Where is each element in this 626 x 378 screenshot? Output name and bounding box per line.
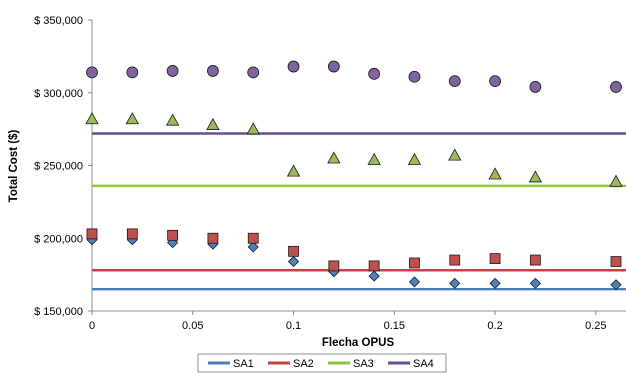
sa3-point [448, 148, 462, 161]
sa4-point [408, 70, 421, 83]
sa3-point [327, 151, 341, 164]
y-tick-label: $ 150,000 [34, 306, 83, 318]
y-tick-label: $ 200,000 [34, 233, 83, 245]
x-tick-label: 0.05 [182, 320, 203, 332]
reference-lines [92, 132, 626, 291]
sa2-point [328, 260, 340, 272]
sa4-point [166, 65, 179, 77]
sa2-point [449, 254, 461, 266]
sa1-point [247, 241, 259, 253]
tick-labels: $ 150,000 $ 200,000 $ 250,000 $ 300,000 $ 35… [34, 15, 606, 332]
sa4-point [610, 81, 622, 93]
sa3-point [367, 152, 381, 165]
sa2-point [247, 232, 259, 244]
sa1-point [529, 277, 541, 289]
sa4-point [126, 66, 139, 79]
legend: SA1 SA2 SA3 SA4 [197, 353, 447, 373]
sa3-point [125, 112, 139, 125]
sa4-point [529, 81, 542, 93]
x-tick-label: 0.1 [286, 320, 301, 332]
sa2-point [610, 256, 622, 267]
sa4-point [247, 66, 260, 79]
sa2-point [489, 253, 501, 265]
sa3-point [85, 112, 99, 125]
x-tick-label: 0.2 [487, 320, 502, 332]
legend-label-sa4: SA4 [413, 358, 434, 370]
x-axis-title: Flecha OPUS [322, 337, 395, 349]
legend-label-sa3: SA3 [353, 358, 374, 370]
sa2-point [409, 257, 420, 269]
sa2-point [86, 228, 98, 240]
sa4-point [448, 75, 461, 88]
x-tick-label: 0.15 [384, 320, 405, 332]
y-tick-label: $ 250,000 [34, 161, 83, 173]
sa2-point [288, 245, 299, 257]
legend-label-sa2: SA2 [293, 358, 314, 370]
sa1-point [610, 279, 622, 291]
sa1-point [449, 277, 461, 289]
legend-box [197, 353, 447, 373]
sa3-point [165, 113, 180, 126]
data-points [85, 60, 623, 291]
sa2-point [529, 254, 541, 266]
sa3-point [528, 170, 543, 183]
series-sa2 [86, 228, 622, 272]
series-sa1 [86, 234, 622, 291]
sa2-point [126, 228, 138, 240]
sa4-point [287, 60, 300, 73]
sa3-point [407, 152, 422, 165]
y-axis-title: Total Cost ($) [8, 130, 20, 203]
series-sa3 [85, 112, 623, 187]
sa2-point [368, 260, 380, 272]
x-tick-label: 0 [89, 320, 95, 332]
sa4-point [207, 65, 219, 77]
sa4-point [86, 66, 98, 79]
sa1-point [489, 277, 501, 289]
sa3-point [206, 117, 220, 130]
sa4-point [489, 75, 501, 88]
sa1-point [287, 255, 300, 268]
sa4-point [327, 60, 340, 73]
sa1-point [368, 270, 380, 282]
y-tick-label: $ 350,000 [34, 15, 83, 27]
sa3-point [246, 122, 260, 135]
sa3-point [609, 174, 623, 187]
sa2-point [207, 232, 219, 244]
sa3-point [286, 164, 301, 177]
sa2-point [167, 229, 179, 241]
sa4-point [368, 67, 381, 80]
series-sa4 [86, 60, 622, 93]
sa1-point [408, 276, 421, 288]
y-tick-label: $ 300,000 [34, 88, 83, 100]
x-tick-label: 0.25 [585, 320, 606, 332]
legend-label-sa1: SA1 [233, 358, 254, 370]
sa3-point [488, 167, 502, 180]
